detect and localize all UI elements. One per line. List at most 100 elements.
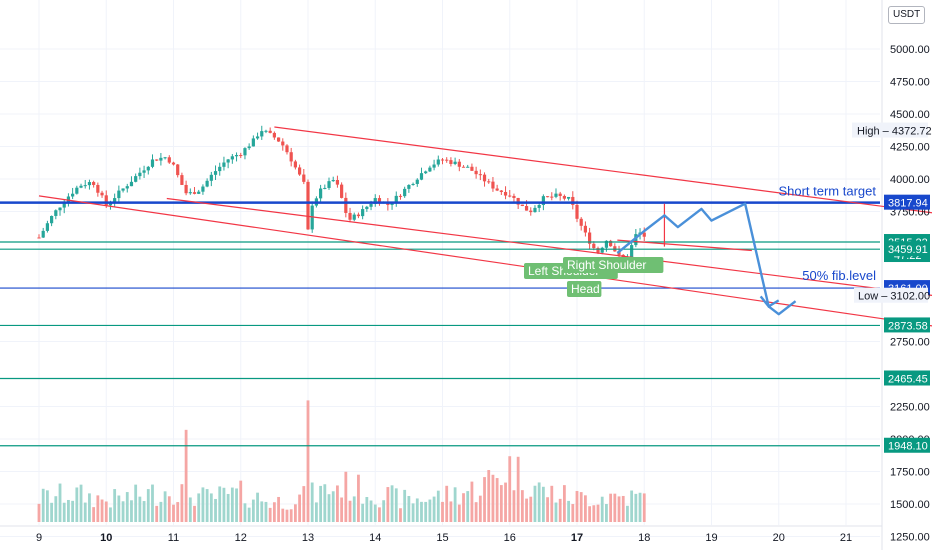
candle-up (604, 240, 609, 248)
price-tag-bg (884, 437, 930, 453)
candle-down (167, 157, 171, 163)
y-tick-label: 4750.00 (890, 77, 930, 89)
candle-up (234, 155, 239, 157)
price-tag-label: 3459.91 (888, 244, 928, 256)
volume-bar (394, 488, 398, 522)
volume-bar (424, 501, 428, 522)
volume-bar (516, 456, 520, 522)
candle-down (571, 196, 575, 205)
candle-down (520, 204, 524, 206)
x-tick-label: 19 (705, 532, 717, 544)
volume-bar (357, 474, 360, 522)
volume-bar (541, 486, 545, 522)
candle-up (365, 206, 369, 210)
candle-down (155, 159, 159, 161)
volume-bar (600, 496, 604, 522)
candle-up (218, 166, 222, 172)
volume-bar (180, 484, 184, 522)
volume-bar (113, 489, 117, 522)
volume-bar (407, 495, 411, 522)
candle-down (487, 181, 491, 183)
volume-bar (88, 493, 91, 522)
candle-down (579, 218, 583, 226)
price-tag-label: 1948.10 (888, 441, 928, 453)
volume-bar (634, 493, 638, 522)
volume-bar (142, 501, 146, 522)
head-label-bg (567, 281, 602, 297)
projection-path (616, 202, 797, 316)
y-tick-label: 4000.00 (890, 174, 930, 186)
x-tick-label: 15 (436, 532, 448, 544)
volume-bar (432, 496, 436, 522)
channel-line (166, 197, 932, 296)
volume-bar (272, 502, 276, 522)
volume-bar (495, 478, 499, 522)
x-tick-label: 21 (840, 532, 852, 544)
volume-bar (592, 505, 596, 522)
volume-bar (92, 507, 96, 522)
volume-bar (508, 456, 512, 522)
volume-bar (293, 504, 297, 522)
volume-bar (554, 502, 558, 522)
volume-bar (71, 500, 75, 522)
candle-down (268, 130, 272, 133)
volume-bar (79, 484, 83, 522)
price-tag-label: 3817.94 (888, 198, 928, 210)
candle-down (335, 180, 340, 185)
candle-down (457, 161, 461, 167)
x-tick-label: 17 (571, 532, 583, 544)
candle-up (415, 179, 419, 184)
volume-bar (449, 501, 453, 522)
candle-down (445, 159, 449, 161)
volume-bar (428, 499, 432, 522)
volume-bar (504, 482, 507, 522)
price-tag-bg (884, 241, 930, 257)
volume-bar (361, 503, 365, 522)
candle-up (121, 188, 125, 191)
fib-level-label: 50% fib.level (802, 268, 876, 283)
volume-bar (584, 495, 587, 522)
candle-down (171, 162, 176, 165)
volume-bar (235, 488, 238, 522)
volume-bar (609, 493, 613, 522)
candle-up (222, 162, 226, 167)
candle-up (79, 185, 83, 188)
candle-down (356, 214, 361, 217)
candle-up (230, 156, 234, 160)
candle-up (205, 180, 209, 187)
candle-down (575, 204, 579, 219)
volume-bar (605, 504, 608, 522)
volume-bar (436, 490, 440, 522)
x-tick-label: 12 (235, 532, 247, 544)
volume-bar (134, 484, 138, 522)
candle-down (100, 192, 104, 196)
volume-bar (163, 491, 167, 522)
candle-up (352, 214, 356, 220)
candle-down (289, 152, 293, 162)
candle-down (583, 225, 588, 233)
candle-up (411, 183, 415, 186)
volume-bar (537, 482, 541, 522)
volume-bar (222, 487, 226, 522)
volume-bar (512, 490, 516, 522)
volume-bar (529, 496, 533, 522)
y-tick-label: 4500.00 (890, 109, 930, 121)
candle-down (398, 195, 403, 197)
currency-button[interactable]: USDT (888, 6, 926, 24)
volume-bar (209, 493, 213, 522)
volume-bar (399, 508, 402, 522)
volume-bar (121, 501, 125, 522)
volume-bar (453, 487, 457, 522)
volume-bar (457, 504, 461, 522)
candle-up (138, 172, 142, 177)
volume-bar (483, 477, 486, 522)
volume-bar (285, 509, 289, 522)
candle-up (361, 209, 365, 217)
volume-bar (550, 485, 554, 522)
high-tag-bg (852, 122, 928, 138)
volume-bar (621, 495, 625, 522)
candle-up (327, 181, 331, 188)
candle-down (449, 160, 453, 164)
